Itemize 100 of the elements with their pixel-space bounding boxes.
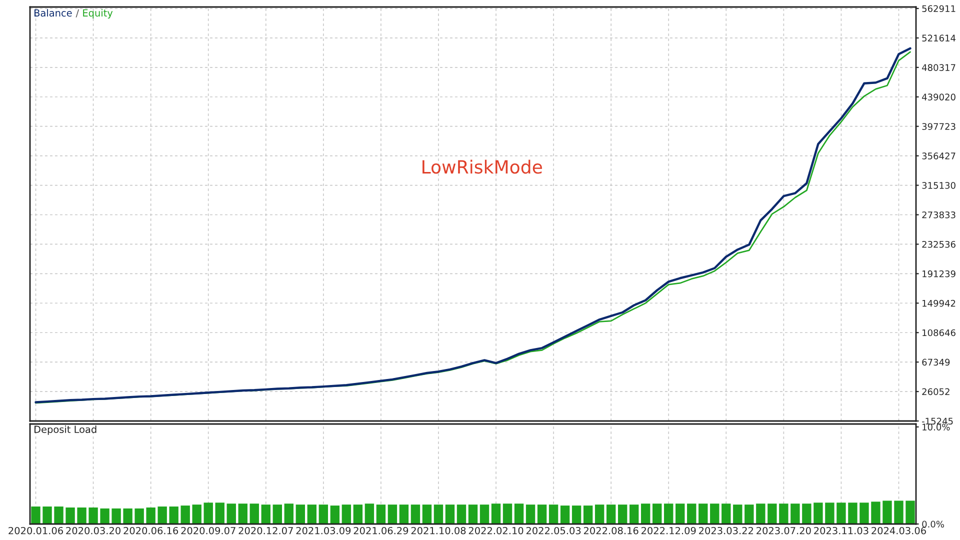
bar [376,504,386,524]
bar [42,506,52,524]
bar [284,504,294,524]
bar [594,504,604,524]
bar [318,504,328,524]
bar [250,504,259,524]
y-tick-label: 10.0% [922,424,950,430]
bar [31,506,40,524]
bar [502,504,512,524]
y-tick-label: 108646 [922,329,956,336]
annotation: / [76,9,80,18]
bar [169,506,178,524]
y-tick-label: 191239 [922,270,956,278]
bar [204,502,213,524]
x-tick-label: 2020.01.06 [8,526,63,534]
x-tick-label: 2024.03.06 [872,526,926,534]
bar [261,504,270,524]
bar [779,504,788,524]
bar [491,504,501,524]
bar [134,508,144,524]
bar [848,502,858,524]
y-tick-label: 67349 [922,358,950,366]
bar [871,502,880,524]
x-tick-label: 2021.03.09 [296,526,351,534]
x-tick-label: 2023.07.20 [756,526,811,534]
y-tick-label: 232536 [922,240,956,248]
y-tick-label: 273833 [922,211,956,218]
bar [790,504,800,524]
bar [722,504,731,524]
x-tick-label: 2022.12.09 [641,526,696,534]
y-tick-label: 521614 [922,34,956,42]
y-tick-label: 26052 [922,388,950,396]
bar [296,504,306,524]
x-tick-label: 2020.06.16 [124,526,178,534]
bar [480,504,490,524]
bar [560,506,570,524]
bar [687,504,696,524]
x-tick-label: 2020.12.07 [238,526,293,534]
bar [882,500,892,524]
y-tick-label: 397723 [922,123,956,130]
bar [744,504,754,524]
bar [652,504,662,524]
bar [180,506,190,524]
y-tick-label: -15245 [922,418,953,425]
bar [66,507,75,524]
bar [802,504,812,524]
bar [572,506,582,524]
y-tick-label: 0.0% [922,520,944,528]
x-tick-label: 2022.02.10 [468,526,524,534]
bar [112,508,121,524]
bar [468,504,478,524]
bar [146,507,156,524]
bar [54,506,64,524]
bar [583,506,593,524]
bar [88,507,98,524]
bar [710,504,720,524]
bar [445,504,455,524]
bar [894,500,904,524]
bar [825,502,834,524]
bar [664,504,674,524]
bar [307,504,317,524]
x-tick-label: 2022.05.03 [526,526,581,534]
bar [768,504,777,524]
x-tick-label: 2021.06.29 [354,526,408,534]
x-tick-label: 2020.09.07 [181,526,236,534]
bar [618,504,628,524]
bar [456,504,466,524]
bar [836,502,846,524]
text: Balance [34,9,72,17]
bar [756,504,766,524]
y-tick-label: 315130 [922,182,956,189]
bar [640,504,650,524]
bar [226,504,236,524]
bar [422,504,432,524]
bar [676,504,685,524]
annotation: LowRiskMode [422,160,542,174]
x-tick-label: 2020.03.20 [66,526,120,534]
text: Equity [83,9,113,18]
bar [814,502,823,524]
x-tick-label: 2022.08.16 [584,526,638,534]
bar [906,500,915,524]
chart-title: Deposit Load [34,426,96,435]
bar [434,504,444,524]
bar [514,504,524,524]
bar [388,504,398,524]
bar [123,508,132,524]
bar [238,504,248,524]
x-tick-label: 2021.10.08 [411,526,466,534]
bar [733,504,742,524]
x-tick-label: 2023.11.03 [814,526,868,534]
bar [192,504,202,524]
x-tick-label: 2023.03.22 [699,526,753,534]
y-tick-label: 562911 [922,5,956,12]
bar [537,504,547,524]
bar [77,507,86,524]
bar [526,504,536,524]
bar [698,504,708,524]
bar [364,504,374,524]
bar [272,504,282,524]
bar [100,508,110,524]
